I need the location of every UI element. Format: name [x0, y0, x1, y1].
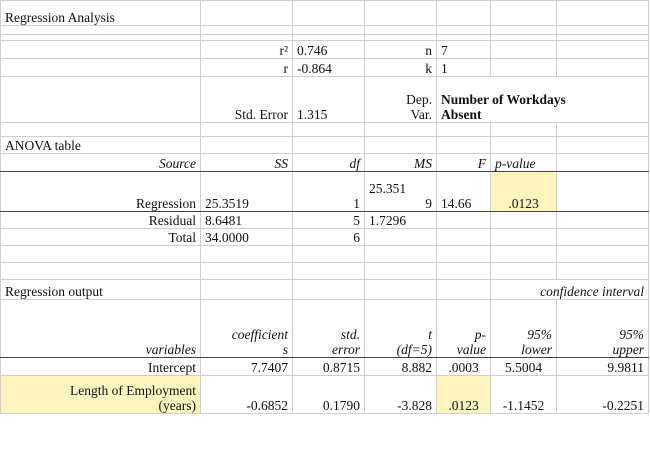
anova-total-ss: 34.0000 [200, 228, 293, 246]
anova-residual-source: Residual [0, 211, 201, 229]
anova-residual-ms: 1.7296 [364, 211, 437, 229]
reg-intercept-p: .0003 [436, 357, 491, 376]
anova-header-f: F [436, 153, 491, 172]
reg-employment-t: -3.828 [364, 375, 437, 414]
spreadsheet-grid: Regression Analysis r² 0.746 n 7 r -0.86… [0, 0, 649, 414]
anova-title: ANOVA table [0, 136, 201, 154]
std-error-value: 1.315 [292, 76, 365, 123]
anova-regression-ms: 25.351 9 [364, 171, 437, 212]
n-value: 7 [436, 40, 491, 59]
anova-header-ss: SS [200, 153, 293, 172]
reg-intercept-se: 0.8715 [292, 357, 365, 376]
anova-header-ms: MS [364, 153, 437, 172]
reg-header-std-error: std. error [292, 299, 365, 358]
r-squared-value: 0.746 [292, 40, 365, 59]
sheet-title: Regression Analysis [0, 0, 201, 26]
reg-employment-variable: Length of Employment (years) [0, 375, 201, 414]
reg-employment-upper: -0.2251 [556, 375, 649, 414]
anova-regression-source: Regression [0, 171, 201, 212]
reg-employment-se: 0.1790 [292, 375, 365, 414]
n-label: n [364, 40, 437, 59]
dep-var-value: Number of Workdays Absent [436, 76, 649, 123]
reg-header-upper: 95% upper [556, 299, 649, 358]
anova-residual-df: 5 [292, 211, 365, 229]
dep-var-label: Dep. Var. [364, 76, 437, 123]
anova-regression-ss: 25.3519 [200, 171, 293, 212]
anova-total-df: 6 [292, 228, 365, 246]
anova-header-p: p-value [490, 153, 557, 172]
reg-intercept-coef: 7.7407 [200, 357, 293, 376]
reg-employment-p: .0123 [436, 375, 491, 414]
reg-employment-lower: -1.1452 [490, 375, 557, 414]
reg-intercept-upper: 9.9811 [556, 357, 649, 376]
reg-header-lower: 95% lower [490, 299, 557, 358]
confidence-interval-label: confidence interval [490, 279, 649, 300]
r-value: -0.864 [292, 58, 365, 77]
reg-header-t: t (df=5) [364, 299, 437, 358]
reg-intercept-variable: Intercept [0, 357, 201, 376]
anova-regression-f: 14.66 [436, 171, 491, 212]
std-error-label: Std. Error [200, 76, 293, 123]
anova-total-source: Total [0, 228, 201, 246]
regression-output-title: Regression output [0, 279, 201, 300]
anova-header-source: Source [0, 153, 201, 172]
r-squared-label: r² [200, 40, 293, 59]
reg-header-variables: variables [0, 299, 201, 358]
r-label: r [200, 58, 293, 77]
k-value: 1 [436, 58, 491, 77]
reg-employment-coef: -0.6852 [200, 375, 293, 414]
reg-intercept-t: 8.882 [364, 357, 437, 376]
k-label: k [364, 58, 437, 77]
anova-regression-p: .0123 [490, 171, 557, 212]
anova-regression-df: 1 [292, 171, 365, 212]
reg-intercept-lower: 5.5004 [490, 357, 557, 376]
anova-header-df: df [292, 153, 365, 172]
reg-header-p-value: p- value [436, 299, 491, 358]
reg-header-coefficients: coefficient s [200, 299, 293, 358]
anova-residual-ss: 8.6481 [200, 211, 293, 229]
